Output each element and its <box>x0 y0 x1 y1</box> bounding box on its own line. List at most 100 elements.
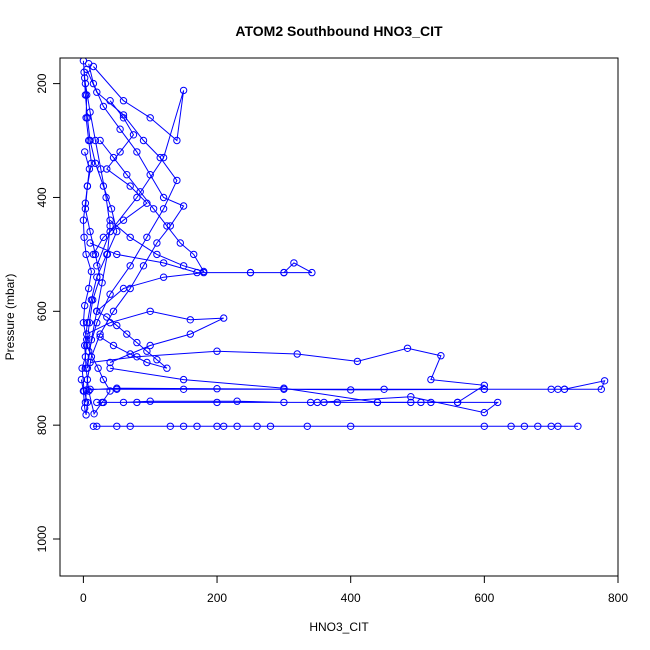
y-tick-label: 200 <box>35 73 49 93</box>
data-point <box>116 148 124 156</box>
data-point <box>126 233 134 242</box>
data-point <box>507 422 515 430</box>
data-point <box>266 422 275 430</box>
data-point <box>80 387 88 395</box>
data-point <box>83 336 91 344</box>
data-point <box>159 205 168 213</box>
data-point <box>106 222 114 230</box>
data-point <box>99 375 108 384</box>
data-point <box>79 216 88 224</box>
data-point <box>103 250 112 259</box>
data-point <box>89 422 98 430</box>
data-point <box>119 216 128 224</box>
data-point <box>437 352 445 360</box>
data-point <box>113 422 121 430</box>
series-line <box>86 310 224 363</box>
series-line <box>84 83 111 369</box>
data-point <box>179 202 188 210</box>
data-point <box>119 398 128 407</box>
data-point <box>126 262 134 270</box>
data-point <box>96 136 104 145</box>
data-point <box>494 398 502 407</box>
data-point <box>179 385 188 393</box>
series-line <box>86 69 178 352</box>
data-point <box>220 314 228 322</box>
data-point <box>123 171 131 179</box>
x-tick-label: 600 <box>474 591 494 605</box>
series-4 <box>86 239 316 315</box>
data-point <box>179 262 188 270</box>
data-point <box>81 301 89 310</box>
data-point <box>176 239 185 247</box>
data-point <box>87 267 96 276</box>
data-point <box>373 398 382 407</box>
y-tick-label: 400 <box>35 187 49 207</box>
data-point <box>597 385 605 393</box>
data-point <box>93 319 101 327</box>
series-7 <box>83 377 609 394</box>
data-point <box>93 262 101 270</box>
data-point <box>146 397 154 405</box>
data-point <box>246 268 255 277</box>
data-point <box>280 268 288 277</box>
series-line <box>96 396 500 414</box>
data-point <box>186 330 195 338</box>
data-point <box>91 136 100 145</box>
y-tick-label: 1000 <box>35 525 49 552</box>
data-point <box>106 97 114 105</box>
data-point <box>85 165 94 173</box>
data-point <box>480 422 488 430</box>
series-line <box>82 60 118 415</box>
data-point <box>163 222 171 230</box>
data-point <box>213 385 221 393</box>
data-point <box>146 341 154 350</box>
data-point <box>600 377 609 385</box>
data-point <box>153 239 161 247</box>
data-point <box>87 336 96 344</box>
data-point <box>113 385 121 393</box>
data-point <box>99 102 108 111</box>
series-line <box>84 63 185 403</box>
data-point <box>163 364 171 372</box>
data-point <box>99 233 108 242</box>
series-11 <box>93 307 171 372</box>
data-point <box>186 316 195 324</box>
data-point <box>233 397 241 405</box>
data-point <box>173 136 181 145</box>
data-point <box>213 422 221 430</box>
data-point <box>126 182 134 190</box>
data-point <box>520 422 529 430</box>
data-point <box>146 307 154 315</box>
data-point <box>407 398 415 407</box>
series-line <box>93 66 185 266</box>
data-point <box>480 381 488 389</box>
series-8 <box>93 393 502 417</box>
data-point <box>113 321 121 330</box>
data-point <box>81 398 90 407</box>
data-point <box>159 273 168 281</box>
series-line <box>89 242 313 312</box>
data-point <box>87 296 96 304</box>
data-point <box>133 338 141 347</box>
data-point <box>417 398 425 407</box>
data-point <box>280 398 288 407</box>
data-point <box>159 193 168 202</box>
x-tick-label: 0 <box>80 591 87 605</box>
data-point <box>126 422 134 430</box>
data-point <box>534 422 542 430</box>
data-point <box>133 193 141 202</box>
data-point <box>129 131 138 139</box>
data-point <box>453 398 462 407</box>
data-point <box>81 148 89 156</box>
data-point <box>480 385 488 393</box>
y-tick-label: 800 <box>35 415 49 435</box>
data-point <box>119 114 128 122</box>
data-point <box>83 319 92 327</box>
series-13 <box>81 79 114 372</box>
data-point <box>86 136 94 145</box>
data-point <box>86 239 94 247</box>
data-point <box>94 364 102 372</box>
series-line <box>90 347 486 403</box>
data-point <box>93 307 101 315</box>
